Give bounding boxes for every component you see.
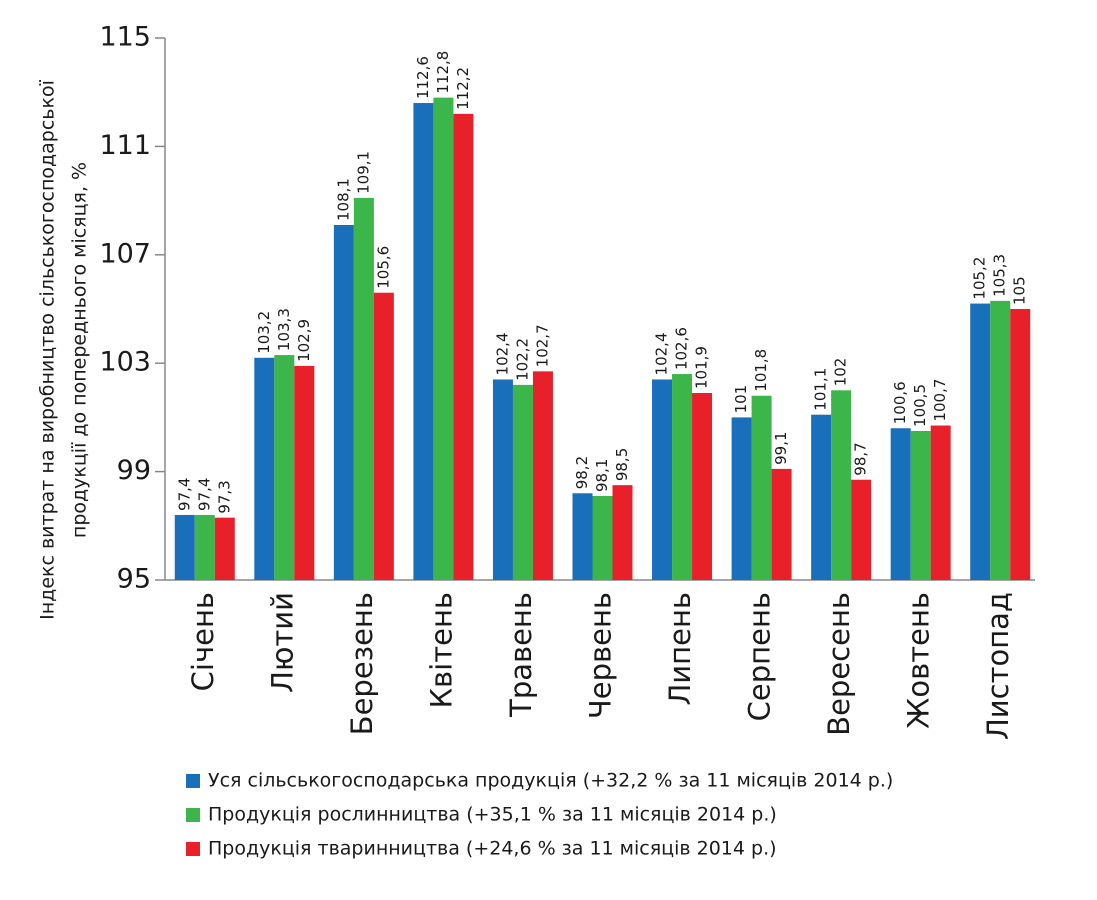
legend-label: Продукція рослинництва (+35,1 % за 11 мі… bbox=[208, 804, 777, 826]
bar bbox=[353, 197, 374, 580]
bar bbox=[910, 430, 931, 580]
value-label: 100,7 bbox=[931, 379, 949, 422]
value-label: 97,3 bbox=[215, 480, 233, 513]
value-label: 102 bbox=[832, 358, 850, 387]
bar bbox=[572, 493, 593, 580]
bar bbox=[1010, 309, 1031, 580]
bar bbox=[731, 417, 752, 580]
bar bbox=[294, 365, 315, 580]
bar bbox=[174, 514, 195, 580]
bar bbox=[214, 517, 235, 580]
y-axis-title: Індекс витрат на виробництво сільськогос… bbox=[37, 79, 59, 619]
bar bbox=[453, 113, 474, 580]
bar bbox=[771, 468, 792, 580]
bar bbox=[592, 495, 613, 580]
bar bbox=[254, 357, 275, 580]
x-tick-label: Червень bbox=[584, 592, 618, 719]
value-label: 102,4 bbox=[493, 333, 511, 376]
value-label: 99,1 bbox=[772, 431, 790, 464]
bar bbox=[512, 384, 533, 580]
x-tick-label: Листопад bbox=[981, 592, 1015, 740]
x-tick-label: Вересень bbox=[822, 592, 856, 736]
bar bbox=[692, 393, 713, 580]
y-tick-label: 107 bbox=[99, 238, 151, 269]
bar bbox=[532, 371, 553, 580]
value-label: 102,6 bbox=[673, 327, 691, 370]
value-label: 102,2 bbox=[513, 338, 531, 381]
x-tick-label: Квітень bbox=[424, 592, 458, 709]
value-label: 105 bbox=[1011, 276, 1029, 305]
value-label: 98,5 bbox=[613, 448, 631, 481]
x-tick-label: Липень bbox=[663, 592, 697, 706]
bar bbox=[373, 292, 394, 580]
value-label: 112,8 bbox=[434, 51, 452, 94]
value-label: 109,1 bbox=[354, 151, 372, 194]
bar bbox=[194, 514, 215, 580]
legend-swatch bbox=[186, 842, 200, 856]
y-tick-label: 95 bbox=[117, 564, 151, 595]
value-label: 105,6 bbox=[374, 246, 392, 289]
value-label: 100,5 bbox=[911, 384, 929, 427]
x-tick-label: Березень bbox=[345, 592, 379, 735]
x-tick-label: Січень bbox=[186, 592, 220, 691]
bar bbox=[970, 303, 991, 580]
value-label: 105,2 bbox=[971, 257, 989, 300]
value-label: 102,7 bbox=[533, 324, 551, 367]
bar bbox=[652, 379, 673, 580]
legend-label: Продукція тваринництва (+24,6 % за 11 мі… bbox=[208, 838, 777, 860]
value-label: 102,9 bbox=[295, 319, 313, 362]
bar bbox=[930, 425, 951, 580]
bar bbox=[413, 103, 434, 580]
y-tick-label: 111 bbox=[99, 130, 151, 161]
value-label: 101,1 bbox=[812, 368, 830, 411]
value-label: 97,4 bbox=[195, 478, 213, 511]
bar bbox=[831, 390, 852, 580]
legend-label: Уся сільськогосподарська продукція (+32,… bbox=[208, 770, 893, 792]
y-tick-label: 103 bbox=[99, 347, 151, 378]
legend-swatch bbox=[186, 774, 200, 788]
legend-swatch bbox=[186, 808, 200, 822]
value-label: 97,4 bbox=[175, 478, 193, 511]
value-label: 98,1 bbox=[593, 459, 611, 492]
bar bbox=[612, 485, 633, 580]
bar bbox=[811, 414, 832, 580]
bar bbox=[433, 97, 454, 581]
value-label: 100,6 bbox=[891, 381, 909, 424]
bar bbox=[851, 479, 872, 580]
value-label: 98,2 bbox=[573, 456, 591, 489]
value-label: 112,2 bbox=[454, 67, 472, 110]
value-label: 108,1 bbox=[334, 178, 352, 221]
value-label: 101,8 bbox=[752, 349, 770, 392]
value-label: 101 bbox=[732, 385, 750, 414]
bar bbox=[274, 355, 295, 580]
x-tick-label: Серпень bbox=[743, 592, 777, 721]
y-tick-label: 99 bbox=[117, 455, 151, 486]
bar bbox=[751, 395, 772, 580]
value-label: 105,3 bbox=[991, 254, 1009, 297]
bar bbox=[890, 428, 911, 580]
y-axis-title: продукції до попереднього місяця, % bbox=[69, 162, 91, 538]
value-label: 98,7 bbox=[852, 442, 870, 475]
value-label: 103,3 bbox=[275, 308, 293, 351]
bar bbox=[672, 374, 693, 580]
value-label: 101,9 bbox=[693, 346, 711, 389]
value-label: 102,4 bbox=[653, 333, 671, 376]
y-tick-label: 115 bbox=[99, 22, 151, 53]
value-label: 103,2 bbox=[255, 311, 273, 354]
bar bbox=[990, 300, 1011, 580]
bar bbox=[333, 224, 354, 581]
x-tick-label: Жовтень bbox=[902, 592, 936, 729]
x-tick-label: Лютий bbox=[265, 592, 299, 693]
value-label: 112,6 bbox=[414, 56, 432, 99]
bar bbox=[492, 379, 513, 580]
x-tick-label: Травень bbox=[504, 592, 538, 718]
